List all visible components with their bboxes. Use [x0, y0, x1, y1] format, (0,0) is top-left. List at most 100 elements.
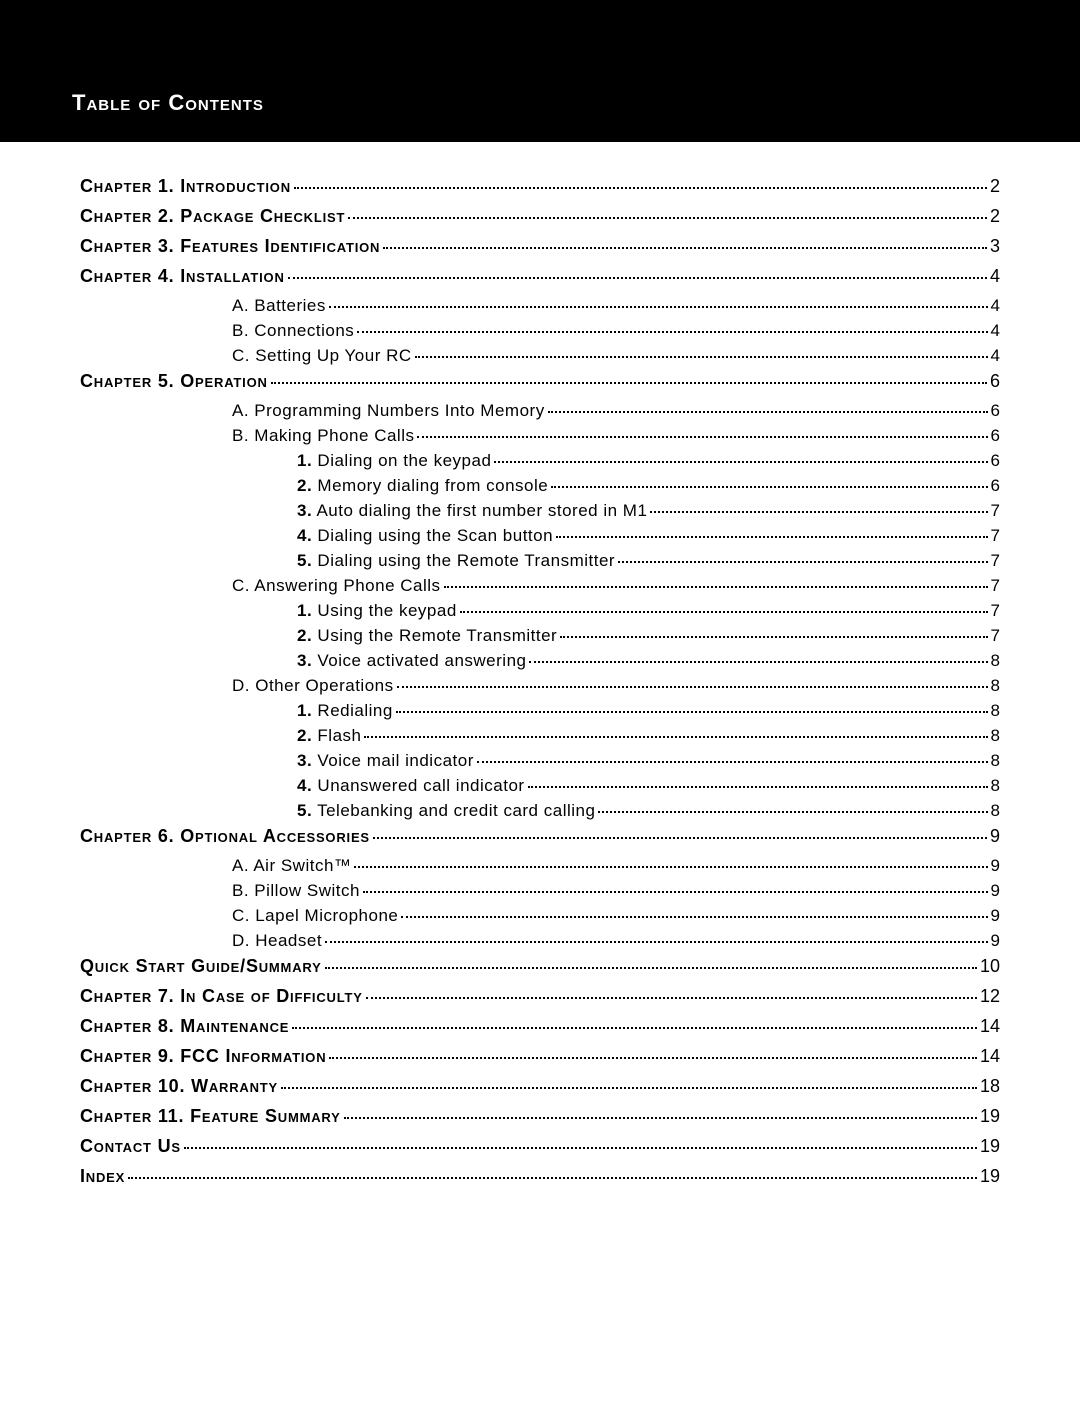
- toc-number: 4.: [297, 526, 312, 545]
- toc-label: 5. Telebanking and credit card calling: [297, 801, 595, 821]
- leader-dots: [397, 686, 988, 688]
- toc-page: 10: [980, 956, 1000, 977]
- leader-dots: [366, 997, 977, 999]
- toc-label-text: Dialing using the Scan button: [312, 526, 553, 545]
- toc-page: 9: [991, 931, 1000, 951]
- toc-entry: Chapter 4. Installation4: [80, 266, 1000, 287]
- toc-page: 18: [980, 1076, 1000, 1097]
- toc-page: 9: [991, 856, 1000, 876]
- toc-label: B. Pillow Switch: [232, 881, 360, 901]
- toc-label: 5. Dialing using the Remote Transmitter: [297, 551, 615, 571]
- toc-label: Chapter 6. Optional Accessories: [80, 826, 370, 847]
- leader-dots: [477, 761, 988, 763]
- leader-dots: [344, 1117, 977, 1119]
- toc-page: 9: [990, 826, 1000, 847]
- toc-label-text: Voice mail indicator: [312, 751, 474, 770]
- toc-label: Chapter 10. Warranty: [80, 1076, 278, 1097]
- toc-entry: Quick Start Guide/Summary 10: [80, 956, 1000, 977]
- toc-entry: Chapter 1. Introduction2: [80, 176, 1000, 197]
- toc-entry: 1. Redialing8: [80, 701, 1000, 721]
- toc-number: 3.: [297, 501, 312, 520]
- leader-dots: [364, 736, 987, 738]
- toc-entry: A. Programming Numbers Into Memory6: [80, 401, 1000, 421]
- toc-number: 3.: [297, 651, 312, 670]
- toc-page: 7: [991, 551, 1000, 571]
- toc-label-text: Redialing: [312, 701, 393, 720]
- leader-dots: [292, 1027, 977, 1029]
- toc-label: B. Making Phone Calls: [232, 426, 414, 446]
- toc-page: 8: [991, 726, 1000, 746]
- toc-page: 9: [991, 906, 1000, 926]
- toc-entry: Chapter 5. Operation6: [80, 371, 1000, 392]
- toc-entry: A. Air Switch™9: [80, 856, 1000, 876]
- toc-label: Quick Start Guide/Summary: [80, 956, 322, 977]
- leader-dots: [528, 786, 988, 788]
- leader-dots: [598, 811, 987, 813]
- toc-entry: Chapter 11. Feature Summary19: [80, 1106, 1000, 1127]
- leader-dots: [325, 967, 977, 969]
- toc-entry: A. Batteries4: [80, 296, 1000, 316]
- toc-page: 9: [991, 881, 1000, 901]
- toc-page: 8: [991, 676, 1000, 696]
- toc-label: Chapter 3. Features Identification: [80, 236, 380, 257]
- leader-dots: [460, 611, 988, 613]
- toc-label-text: Dialing using the Remote Transmitter: [312, 551, 615, 570]
- toc-entry: 5. Telebanking and credit card calling8: [80, 801, 1000, 821]
- toc-number: 1.: [297, 451, 312, 470]
- toc-number: 2.: [297, 626, 312, 645]
- toc-page: 7: [991, 576, 1000, 596]
- toc-label: 2. Flash: [297, 726, 361, 746]
- leader-dots: [128, 1177, 977, 1179]
- toc-label: Index: [80, 1166, 125, 1187]
- toc-page: 2: [990, 176, 1000, 197]
- toc-page: 7: [991, 626, 1000, 646]
- toc-label: A. Programming Numbers Into Memory: [232, 401, 545, 421]
- toc-label: D. Headset: [232, 931, 322, 951]
- toc-label: Chapter 11. Feature Summary: [80, 1106, 341, 1127]
- toc-page: 6: [991, 451, 1000, 471]
- toc-entry: Index 19: [80, 1166, 1000, 1187]
- toc-entry: 2. Using the Remote Transmitter7: [80, 626, 1000, 646]
- leader-dots: [401, 916, 987, 918]
- leader-dots: [650, 511, 987, 513]
- toc-label-text: Voice activated answering: [312, 651, 526, 670]
- toc-page: 8: [991, 651, 1000, 671]
- leader-dots: [348, 217, 987, 219]
- toc-label-text: Flash: [312, 726, 361, 745]
- leader-dots: [294, 187, 987, 189]
- toc-label: 1. Using the keypad: [297, 601, 457, 621]
- toc-entry: Chapter 2. Package Checklist2: [80, 206, 1000, 227]
- toc-page: 8: [991, 776, 1000, 796]
- toc-number: 2.: [297, 726, 312, 745]
- toc-label-text: Telebanking and credit card calling: [312, 801, 595, 820]
- toc-label: 2. Memory dialing from console: [297, 476, 548, 496]
- toc-label: C. Lapel Microphone: [232, 906, 398, 926]
- toc-page: 7: [991, 601, 1000, 621]
- toc-page: 8: [991, 751, 1000, 771]
- leader-dots: [271, 382, 987, 384]
- toc-entry: C. Answering Phone Calls7: [80, 576, 1000, 596]
- toc-entry: C. Setting Up Your RC4: [80, 346, 1000, 366]
- toc-page: 19: [980, 1166, 1000, 1187]
- toc-page: 8: [991, 701, 1000, 721]
- toc-page: 19: [980, 1136, 1000, 1157]
- toc-entry: 4. Unanswered call indicator8: [80, 776, 1000, 796]
- leader-dots: [288, 277, 987, 279]
- leader-dots: [363, 891, 988, 893]
- toc-entry: 4. Dialing using the Scan button7: [80, 526, 1000, 546]
- leader-dots: [415, 356, 988, 358]
- toc-label: Chapter 8. Maintenance: [80, 1016, 289, 1037]
- toc-label: B. Connections: [232, 321, 354, 341]
- toc-label: Contact Us: [80, 1136, 181, 1157]
- leader-dots: [281, 1087, 977, 1089]
- toc-label: Chapter 7. In Case of Difficulty: [80, 986, 363, 1007]
- toc-number: 3.: [297, 751, 312, 770]
- toc-entry: B. Connections4: [80, 321, 1000, 341]
- toc-label-text: Unanswered call indicator: [312, 776, 524, 795]
- leader-dots: [551, 486, 987, 488]
- toc-page: 3: [990, 236, 1000, 257]
- toc-label: Chapter 5. Operation: [80, 371, 268, 392]
- leader-dots: [357, 331, 987, 333]
- leader-dots: [383, 247, 987, 249]
- toc-number: 5.: [297, 801, 312, 820]
